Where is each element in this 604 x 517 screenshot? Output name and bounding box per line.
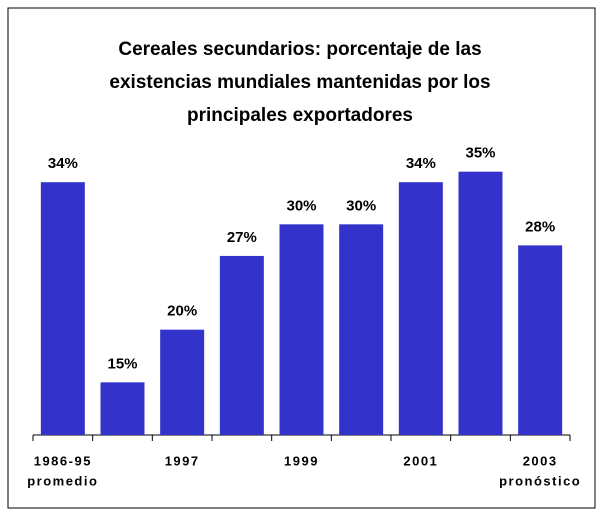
value-label: 20% — [167, 303, 197, 320]
x-tick-label: 2001 — [403, 453, 438, 468]
chart-title: principales exportadores — [187, 105, 413, 126]
x-tick-sublabel: promedio — [27, 473, 98, 488]
value-label: 28% — [525, 218, 555, 235]
value-label: 30% — [346, 197, 376, 214]
bar — [518, 245, 563, 435]
x-tick-label: 2003 — [523, 453, 558, 468]
bar — [219, 255, 264, 435]
x-tick-label: 1986-95 — [34, 453, 92, 468]
value-label: 34% — [406, 155, 436, 172]
x-tick-sublabel: pronóstico — [499, 473, 581, 488]
chart-title: existencias mundiales mantenidas por los — [109, 72, 490, 93]
value-label: 15% — [107, 355, 137, 372]
x-tick-label: 1997 — [165, 453, 200, 468]
bar — [458, 171, 503, 435]
bar — [398, 182, 443, 435]
x-tick-label: 1999 — [284, 453, 319, 468]
value-label: 34% — [48, 155, 78, 172]
value-label: 27% — [227, 229, 257, 246]
bar — [339, 224, 384, 435]
value-label: 30% — [286, 197, 316, 214]
chart-title: Cereales secundarios: porcentaje de las — [118, 39, 481, 60]
bar — [100, 382, 145, 435]
bar — [279, 224, 324, 435]
bar — [40, 182, 85, 435]
value-label: 35% — [465, 145, 495, 162]
bar — [160, 329, 205, 435]
